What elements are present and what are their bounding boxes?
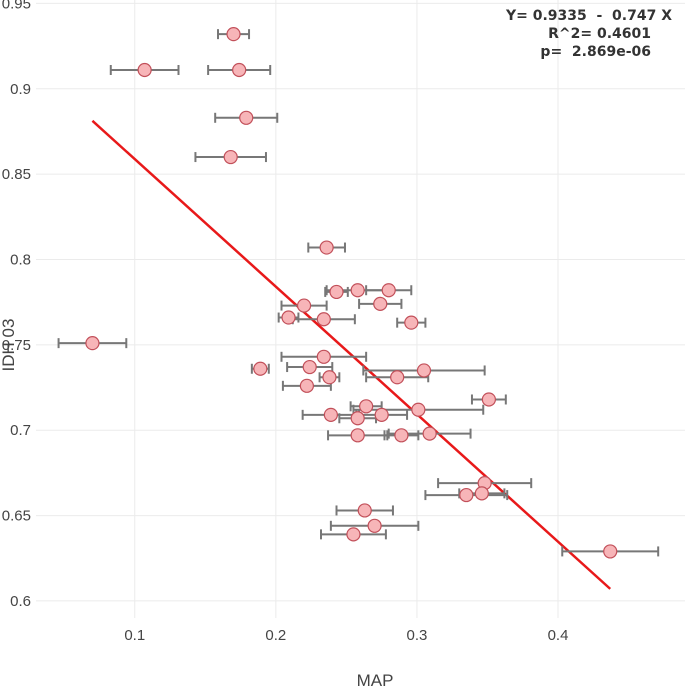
regression-equation: Y= 0.9335 - 0.747 X	[505, 8, 672, 24]
y-tick-label: 0.8	[10, 251, 31, 268]
data-point	[422, 426, 437, 441]
r-squared-label: R^2= 0.4601	[548, 26, 651, 42]
x-tick-label: 0.4	[548, 627, 569, 644]
data-point	[416, 363, 432, 378]
data-points	[85, 27, 618, 559]
data-point	[373, 296, 388, 311]
data-point	[223, 149, 238, 165]
data-point	[350, 283, 365, 298]
data-point	[323, 407, 338, 422]
data-point	[239, 110, 254, 125]
data-point	[381, 283, 396, 298]
y-tick-label: 0.65	[2, 508, 31, 525]
data-point	[481, 392, 496, 407]
y-tick-label: 0.75	[2, 337, 31, 354]
data-point	[232, 62, 247, 78]
y-tick-label: 0.9	[10, 81, 31, 98]
regression-line	[91, 119, 612, 590]
data-point	[226, 27, 241, 42]
data-point	[474, 486, 489, 501]
data-point	[374, 407, 389, 422]
data-point	[350, 428, 365, 443]
data-point	[299, 378, 314, 393]
data-point	[137, 62, 152, 78]
data-point	[359, 399, 374, 414]
data-point	[357, 503, 372, 518]
data-point	[281, 310, 296, 325]
data-point	[346, 527, 361, 542]
data-point	[404, 315, 419, 330]
x-tick-label: 0.3	[407, 627, 428, 644]
data-point	[350, 411, 365, 426]
data-point	[316, 349, 331, 364]
data-point	[302, 359, 317, 375]
data-point	[316, 312, 331, 327]
data-point	[459, 487, 474, 503]
y-tick-labels: 0.6 0.65 0.7 0.75 0.8 0.85 0.9 0.95	[2, 0, 31, 610]
y-tick-label: 0.6	[10, 593, 31, 610]
data-point	[603, 544, 618, 559]
y-tick-label: 0.7	[10, 422, 31, 439]
data-point	[329, 284, 344, 300]
x-tick-label: 0.2	[265, 627, 286, 644]
data-point	[394, 428, 409, 443]
data-point	[322, 370, 337, 385]
data-point	[411, 402, 426, 417]
data-point	[85, 336, 100, 351]
x-tick-label: 0.1	[124, 627, 145, 644]
data-point	[296, 298, 312, 313]
y-axis-title: IDH 03	[0, 319, 18, 372]
data-point	[319, 240, 334, 255]
y-tick-label: 0.95	[2, 0, 31, 12]
y-tick-label: 0.85	[2, 166, 31, 183]
x-axis-title: MAP	[357, 671, 394, 690]
x-tick-labels: 0.1 0.2 0.3 0.4	[124, 627, 568, 644]
data-point	[390, 370, 405, 385]
data-point	[253, 361, 268, 376]
p-value-label: p= 2.869e-06	[540, 44, 651, 60]
data-point	[367, 518, 382, 533]
